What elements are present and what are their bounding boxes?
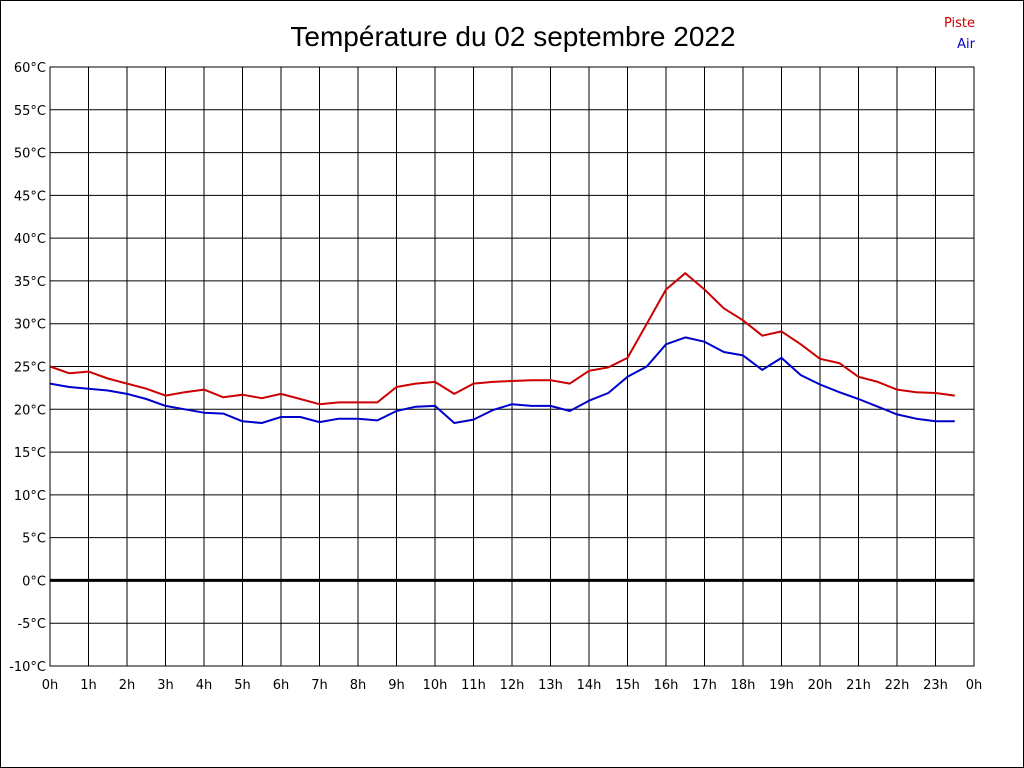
plot-area — [49, 66, 975, 667]
legend-entry-piste: Piste — [944, 16, 975, 31]
y-tick-label: 20°C — [14, 403, 46, 418]
x-axis-ticks: 0h 1h 2h 3h 4h 5h 6h 7h 8h 9h 10h 11h 12h 13h 14h 15h 16… — [42, 678, 983, 693]
y-axis-ticks: 60°C 55°C 50°C 45°C 40°C 35°C 30°C 25°C 20°C 15°C… — [9, 61, 46, 675]
x-tick-label: 15h — [615, 678, 640, 693]
x-tick-label: 21h — [846, 678, 871, 693]
legend: Piste Air — [944, 16, 976, 52]
x-tick-label: 23h — [923, 678, 948, 693]
x-tick-label: 17h — [692, 678, 717, 693]
x-tick-label: 19h — [769, 678, 794, 693]
y-tick-label: 10°C — [14, 489, 46, 504]
x-tick-label: 2h — [119, 678, 136, 693]
x-tick-label: 18h — [731, 678, 756, 693]
y-tick-label: 45°C — [14, 189, 46, 204]
y-tick-label: 15°C — [14, 446, 46, 461]
x-tick-label: 22h — [885, 678, 910, 693]
x-tick-label: 11h — [461, 678, 486, 693]
x-tick-label: 0h — [42, 678, 59, 693]
x-tick-label: 16h — [654, 678, 679, 693]
y-tick-label: 5°C — [22, 532, 46, 547]
x-tick-label: 7h — [311, 678, 328, 693]
y-tick-label: 60°C — [14, 61, 46, 76]
x-tick-label: 12h — [500, 678, 525, 693]
x-tick-label: 14h — [577, 678, 602, 693]
x-tick-label: 6h — [273, 678, 290, 693]
series-line-air — [49, 336, 955, 424]
grid — [49, 66, 975, 667]
x-tick-label: 8h — [350, 678, 367, 693]
y-tick-label: 30°C — [14, 318, 46, 333]
chart-title: Température du 02 septembre 2022 — [290, 21, 735, 52]
y-tick-label: -10°C — [9, 660, 46, 675]
x-tick-label: 5h — [234, 678, 251, 693]
x-tick-label: 13h — [538, 678, 563, 693]
x-tick-label: 0h — [966, 678, 983, 693]
legend-entry-air: Air — [957, 37, 976, 52]
x-tick-label: 3h — [157, 678, 174, 693]
series-lines — [49, 272, 955, 424]
y-tick-label: 55°C — [14, 104, 46, 119]
y-tick-label: 50°C — [14, 147, 46, 162]
y-tick-label: 35°C — [14, 275, 46, 290]
x-tick-label: 4h — [196, 678, 213, 693]
x-tick-label: 20h — [808, 678, 833, 693]
x-tick-label: 1h — [80, 678, 97, 693]
y-tick-label: 25°C — [14, 361, 46, 376]
y-tick-label: 0°C — [22, 574, 46, 589]
x-tick-label: 9h — [388, 678, 405, 693]
y-tick-label: -5°C — [17, 617, 46, 632]
y-tick-label: 40°C — [14, 232, 46, 247]
x-tick-label: 10h — [423, 678, 448, 693]
series-line-piste — [49, 272, 955, 406]
